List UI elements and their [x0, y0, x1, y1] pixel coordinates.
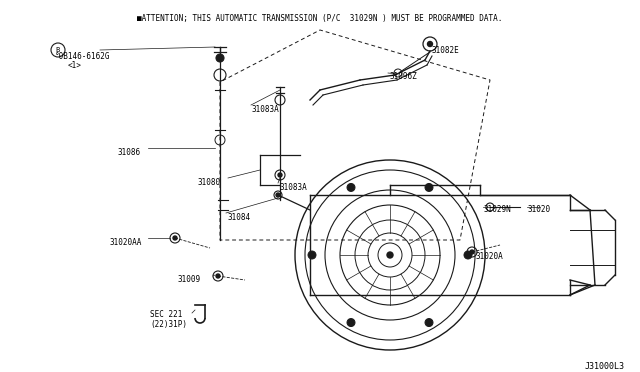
- Circle shape: [347, 318, 355, 327]
- Circle shape: [425, 318, 433, 327]
- Text: B: B: [56, 47, 60, 53]
- Text: 31096Z: 31096Z: [390, 72, 418, 81]
- Circle shape: [470, 250, 474, 254]
- Circle shape: [428, 42, 433, 46]
- Circle shape: [276, 193, 280, 197]
- Circle shape: [218, 57, 221, 60]
- Circle shape: [425, 183, 433, 192]
- Text: 31009: 31009: [178, 275, 201, 284]
- Text: 31020: 31020: [528, 205, 551, 214]
- Text: 31082E: 31082E: [432, 46, 460, 55]
- Text: ■ATTENTION; THIS AUTOMATIC TRANSMISSION (P/C  31029N ) MUST BE PROGRAMMED DATA.: ■ATTENTION; THIS AUTOMATIC TRANSMISSION …: [138, 14, 502, 23]
- Text: 31083A: 31083A: [252, 105, 280, 114]
- Text: 31080: 31080: [198, 178, 221, 187]
- Circle shape: [467, 253, 470, 257]
- Circle shape: [216, 274, 220, 278]
- Circle shape: [349, 186, 353, 189]
- Circle shape: [278, 173, 282, 177]
- Circle shape: [310, 253, 314, 257]
- Text: SEC 221: SEC 221: [150, 310, 182, 319]
- Text: 31020A: 31020A: [476, 252, 504, 261]
- Circle shape: [464, 251, 472, 259]
- Text: 31084: 31084: [228, 213, 251, 222]
- Circle shape: [428, 186, 431, 189]
- Circle shape: [387, 252, 393, 258]
- Text: 31083A: 31083A: [280, 183, 308, 192]
- Text: 31020AA: 31020AA: [110, 238, 142, 247]
- Text: (22)31P): (22)31P): [150, 320, 187, 329]
- Circle shape: [428, 321, 431, 324]
- Circle shape: [347, 183, 355, 192]
- Circle shape: [173, 236, 177, 240]
- Text: 31029N: 31029N: [484, 205, 512, 214]
- Circle shape: [216, 54, 224, 62]
- Circle shape: [308, 251, 316, 259]
- Text: J31000L3: J31000L3: [585, 362, 625, 371]
- Circle shape: [349, 321, 353, 324]
- Text: °0B146-6162G: °0B146-6162G: [55, 52, 111, 61]
- Text: 31086: 31086: [118, 148, 141, 157]
- Text: <1>: <1>: [68, 61, 82, 70]
